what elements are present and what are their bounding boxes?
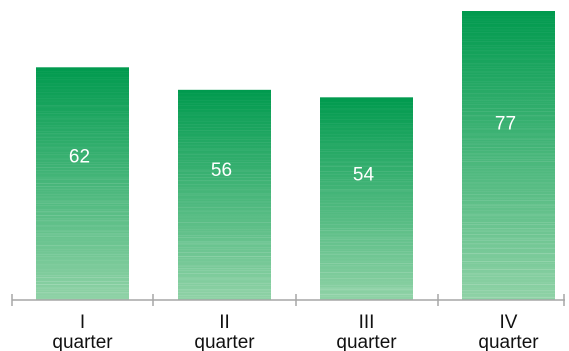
value-label-3: 54 bbox=[353, 164, 375, 185]
value-label-1: 62 bbox=[69, 147, 90, 168]
category-sublabel-1: quarter bbox=[52, 332, 113, 351]
category-sublabel-3: quarter bbox=[336, 332, 397, 351]
bar-2 bbox=[178, 89, 271, 301]
bar-texture bbox=[462, 15, 555, 298]
bar-texture bbox=[36, 71, 129, 300]
category-label-2: II bbox=[219, 312, 230, 333]
bar-texture bbox=[320, 102, 413, 297]
category-sublabel-4: quarter bbox=[478, 332, 539, 351]
category-label-4: IV bbox=[500, 312, 518, 333]
bar-1 bbox=[36, 67, 129, 300]
category-label-1: I bbox=[80, 312, 85, 333]
bar-4 bbox=[462, 11, 555, 300]
value-label-4: 77 bbox=[495, 113, 516, 134]
category-sublabel-2: quarter bbox=[194, 332, 255, 351]
bar-3 bbox=[320, 97, 413, 300]
category-label-3: III bbox=[359, 312, 375, 333]
bar-texture bbox=[178, 92, 271, 298]
value-label-2: 56 bbox=[211, 160, 232, 181]
